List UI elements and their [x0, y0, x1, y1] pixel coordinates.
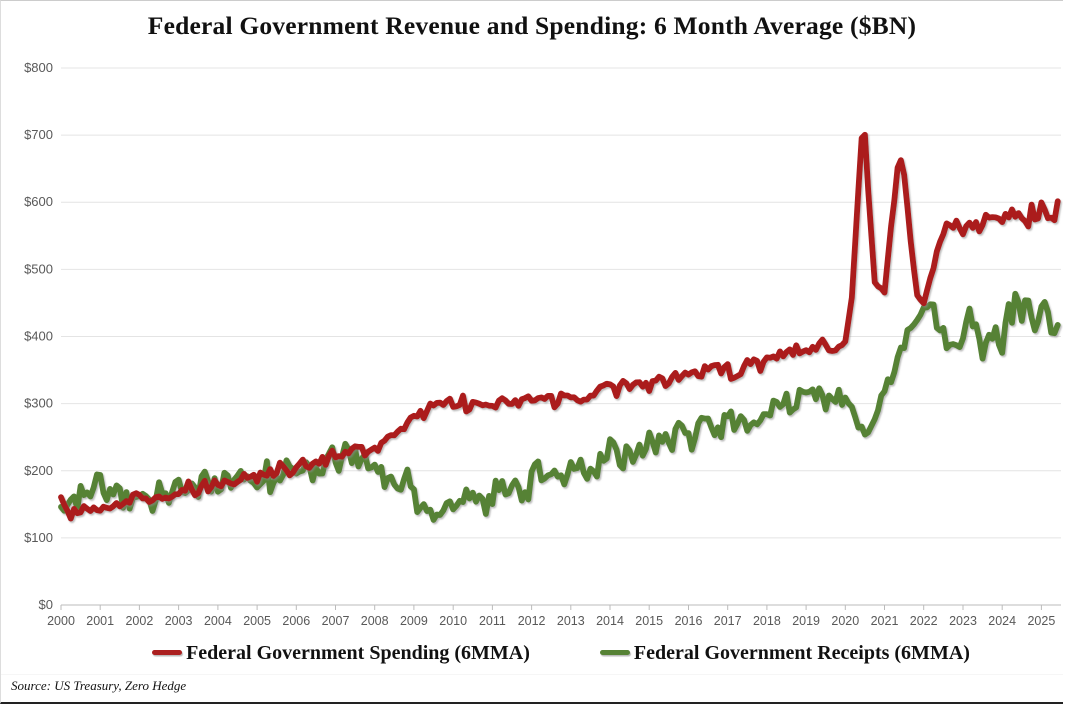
svg-text:2001: 2001 [86, 614, 114, 628]
svg-text:2010: 2010 [439, 614, 467, 628]
svg-text:2021: 2021 [871, 614, 899, 628]
svg-text:$400: $400 [24, 329, 53, 344]
svg-text:$100: $100 [24, 530, 53, 545]
svg-text:2008: 2008 [361, 614, 389, 628]
svg-text:2005: 2005 [243, 614, 271, 628]
svg-text:2006: 2006 [282, 614, 310, 628]
svg-text:2025: 2025 [1027, 614, 1055, 628]
svg-text:$600: $600 [24, 194, 53, 209]
svg-text:2016: 2016 [675, 614, 703, 628]
svg-text:$700: $700 [24, 127, 53, 142]
svg-text:2003: 2003 [165, 614, 193, 628]
svg-text:2000: 2000 [47, 614, 75, 628]
svg-text:2007: 2007 [322, 614, 350, 628]
svg-text:2024: 2024 [988, 614, 1016, 628]
svg-text:$300: $300 [24, 396, 53, 411]
svg-text:$800: $800 [24, 60, 53, 75]
svg-text:2004: 2004 [204, 614, 232, 628]
svg-text:2023: 2023 [949, 614, 977, 628]
svg-text:2019: 2019 [792, 614, 820, 628]
svg-text:2015: 2015 [635, 614, 663, 628]
svg-text:$200: $200 [24, 463, 53, 478]
svg-text:2012: 2012 [518, 614, 546, 628]
svg-text:2014: 2014 [596, 614, 624, 628]
svg-text:2013: 2013 [557, 614, 585, 628]
svg-text:2011: 2011 [479, 614, 506, 628]
svg-text:2017: 2017 [714, 614, 742, 628]
svg-text:2022: 2022 [910, 614, 938, 628]
svg-text:2020: 2020 [831, 614, 859, 628]
svg-text:$0: $0 [39, 597, 53, 612]
svg-text:$500: $500 [24, 261, 53, 276]
svg-text:2002: 2002 [125, 614, 153, 628]
svg-text:2009: 2009 [400, 614, 428, 628]
svg-text:2018: 2018 [753, 614, 781, 628]
